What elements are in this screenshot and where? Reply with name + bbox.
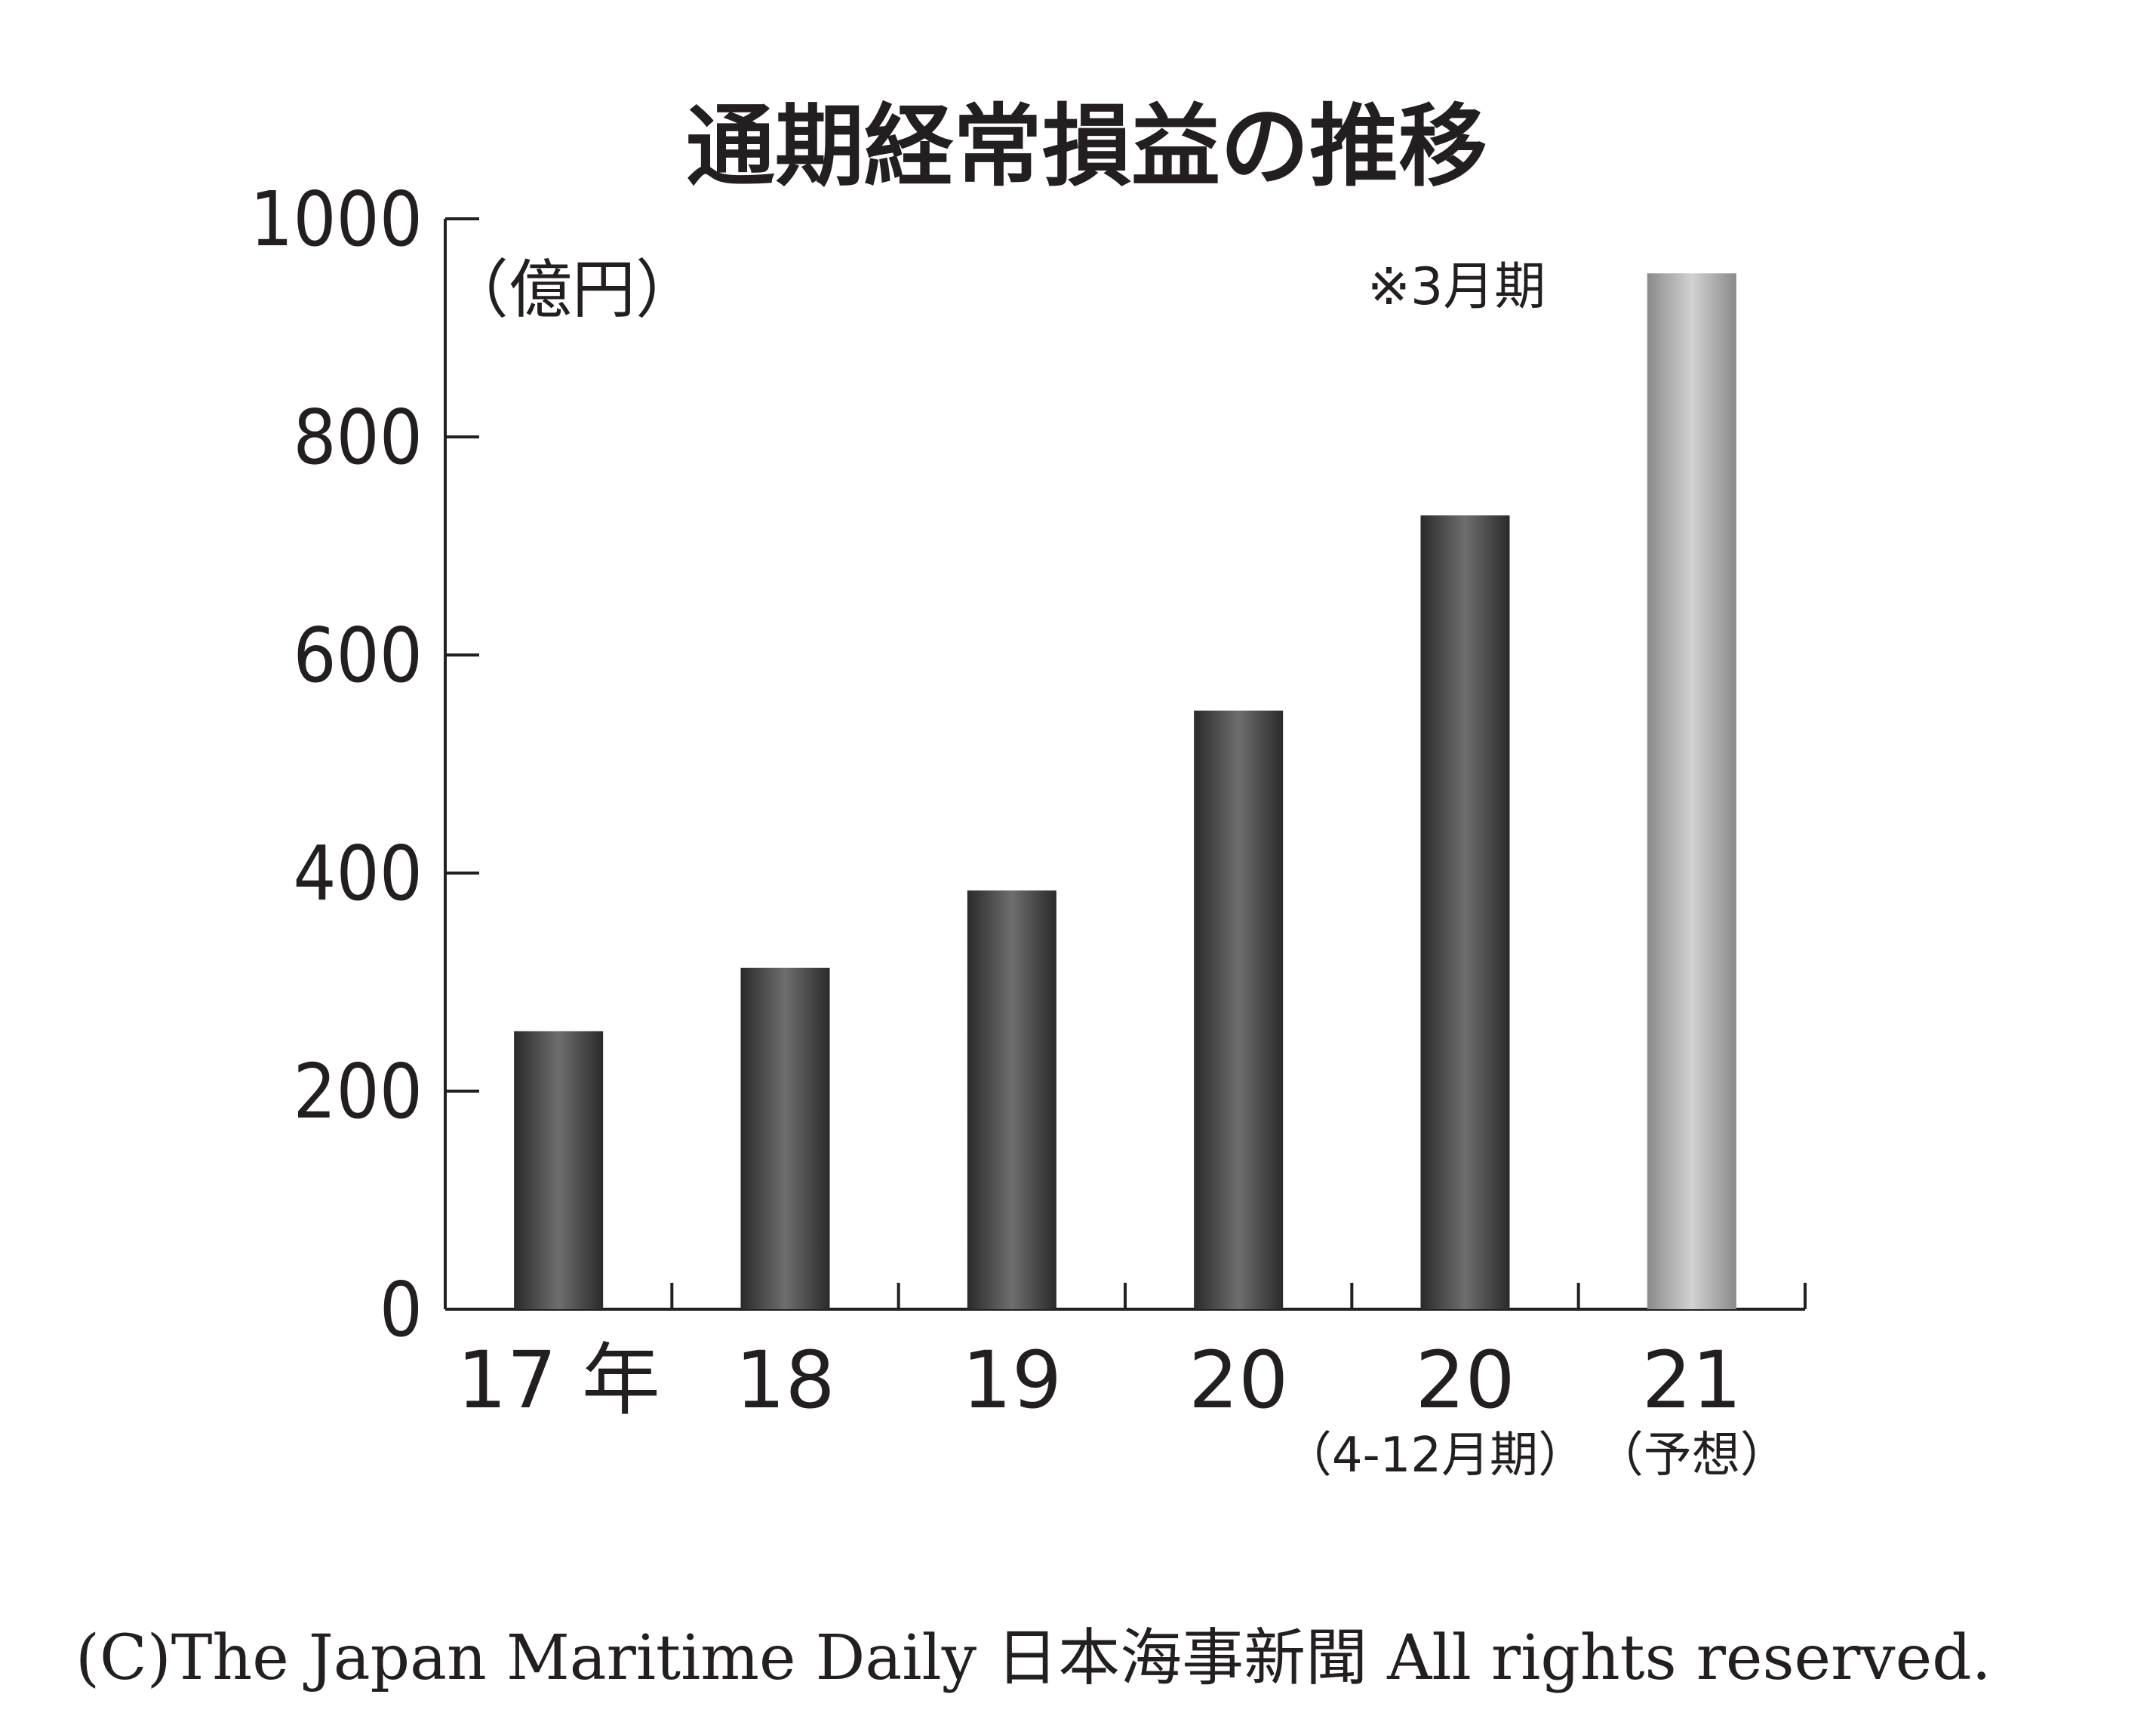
x-tick-labels: 17 年 18 19 20 20（4-12月期） 21（予想）: [457, 1334, 1788, 1484]
x-category-sublabel: （予想）: [1595, 1428, 1788, 1484]
y-tick-label: 0: [380, 1265, 423, 1354]
bars: [514, 273, 1736, 1309]
unit-label: （億円）: [445, 253, 699, 327]
bar: [740, 967, 830, 1309]
x-category-sublabel: （4-12月期）: [1284, 1428, 1586, 1484]
bar-forecast: [1647, 273, 1736, 1309]
bar: [1194, 710, 1284, 1309]
x-category-label: 20: [1415, 1334, 1515, 1426]
period-note: ※3月期: [1367, 257, 1545, 317]
x-category-label: 21: [1642, 1334, 1742, 1426]
axes: [444, 217, 1807, 1311]
bar: [514, 1031, 604, 1309]
y-tick-label: 1000: [250, 175, 423, 263]
bar: [1420, 515, 1510, 1309]
x-category-label: 17 年: [457, 1334, 660, 1426]
copyright-footer: (C)The Japan Maritime Daily 日本海事新聞 All r…: [75, 1622, 1991, 1694]
y-tick-label: 400: [293, 829, 423, 918]
y-tick-label: 600: [293, 611, 423, 700]
y-tick-labels: 0 200 400 600 800 1000: [250, 175, 423, 1354]
x-category-label: 18: [735, 1334, 835, 1426]
bar: [967, 890, 1056, 1309]
x-category-label: 19: [962, 1334, 1062, 1426]
y-tick-label: 200: [293, 1047, 423, 1136]
chart-title: 通期経常損益の推移: [686, 94, 1487, 198]
x-category-label: 20: [1189, 1334, 1288, 1426]
y-tick-label: 800: [293, 393, 423, 481]
